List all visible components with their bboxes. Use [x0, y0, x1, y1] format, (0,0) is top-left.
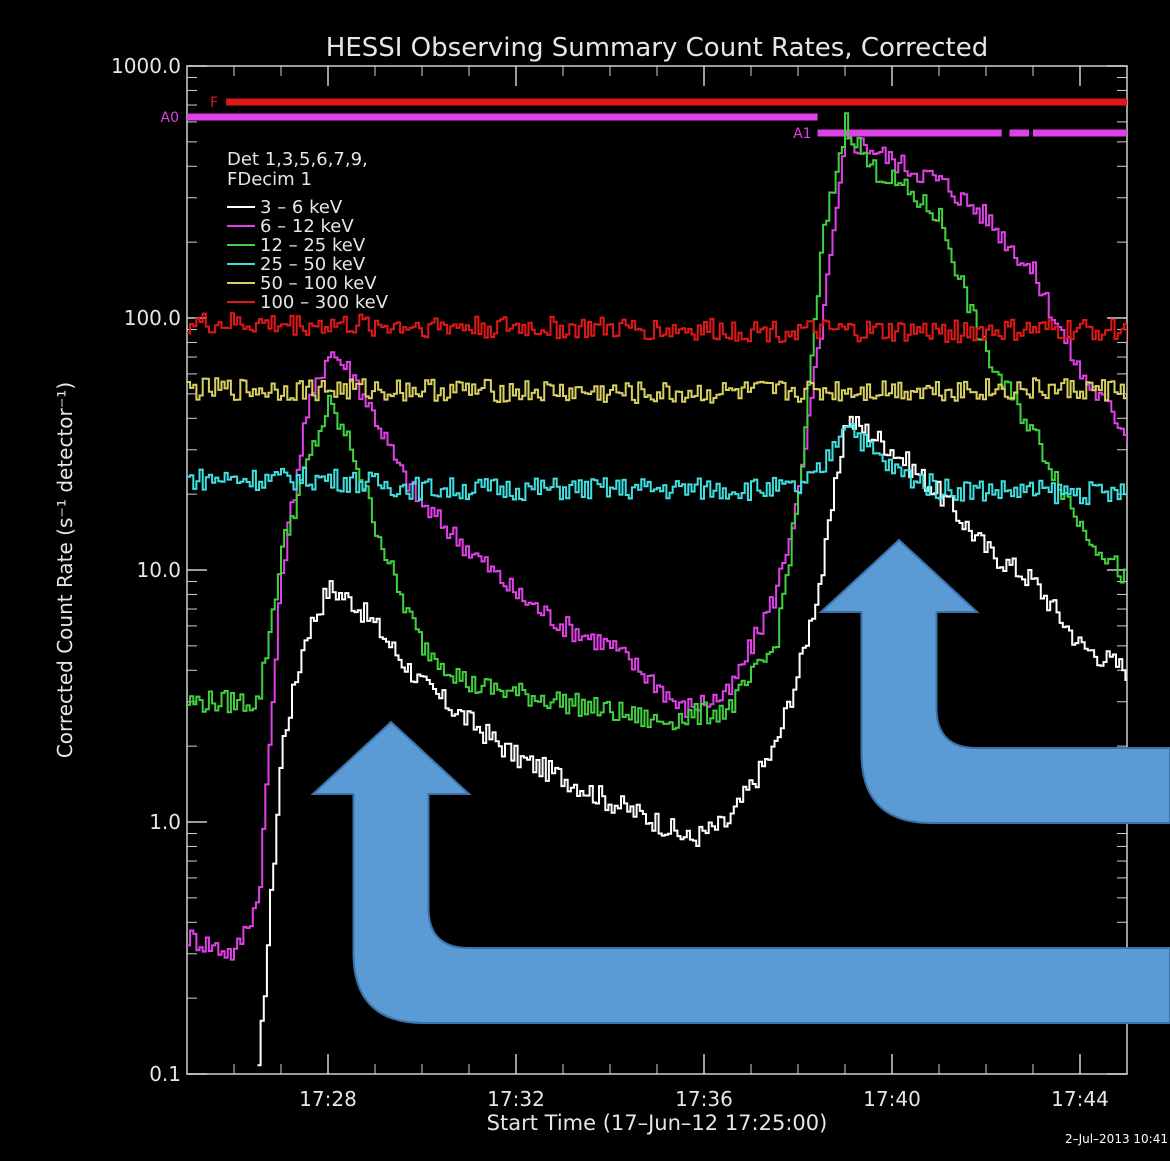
attenuator-label-a0: A0 [161, 110, 179, 126]
annotation-arrow-right [818, 538, 1170, 824]
legend-entry: 12 – 25 keV [260, 235, 366, 256]
y-tick-label: 1.0 [149, 810, 181, 834]
x-tick-label: 17:40 [863, 1087, 921, 1111]
legend-header: Det 1,3,5,6,7,9, [227, 149, 368, 170]
attenuator-label-a1: A1 [793, 126, 811, 142]
series-line-6-12-kev [187, 135, 1127, 961]
x-tick-label: 17:44 [1051, 1087, 1109, 1111]
y-axis-label: Corrected Count Rate (s⁻¹ detector⁻¹) [53, 382, 77, 758]
x-tick-label: 17:28 [299, 1087, 357, 1111]
x-tick-label: 17:32 [487, 1087, 545, 1111]
y-tick-label: 10.0 [136, 558, 181, 582]
legend-entry: 25 – 50 keV [260, 254, 366, 275]
y-tick-label: 1000.0 [111, 54, 181, 78]
attenuator-label-f: F [210, 95, 218, 111]
legend-entry: 3 – 6 keV [260, 197, 343, 218]
series-line-50-100-kev [187, 377, 1127, 404]
legend-entry: 100 – 300 keV [260, 292, 389, 313]
y-tick-label: 100.0 [124, 306, 181, 330]
series-line-12-25-kev [187, 112, 1127, 731]
x-tick-label: 17:36 [675, 1087, 733, 1111]
legend-entry: 50 – 100 keV [260, 273, 377, 294]
series-line-25-50-kev [187, 423, 1127, 506]
chart-title: HESSI Observing Summary Count Rates, Cor… [326, 33, 988, 63]
series-line-100-300-kev [187, 312, 1127, 344]
series-line-3-6-kev [257, 415, 1127, 1067]
legend-entry: 6 – 12 keV [260, 216, 354, 237]
x-axis-label: Start Time (17–Jun–12 17:25:00) [487, 1111, 828, 1135]
y-tick-label: 0.1 [149, 1062, 181, 1086]
legend-header: FDecim 1 [227, 169, 312, 190]
timestamp: 2–Jul–2013 10:41 [1064, 1132, 1168, 1146]
annotation-arrow-left [310, 720, 1170, 1024]
